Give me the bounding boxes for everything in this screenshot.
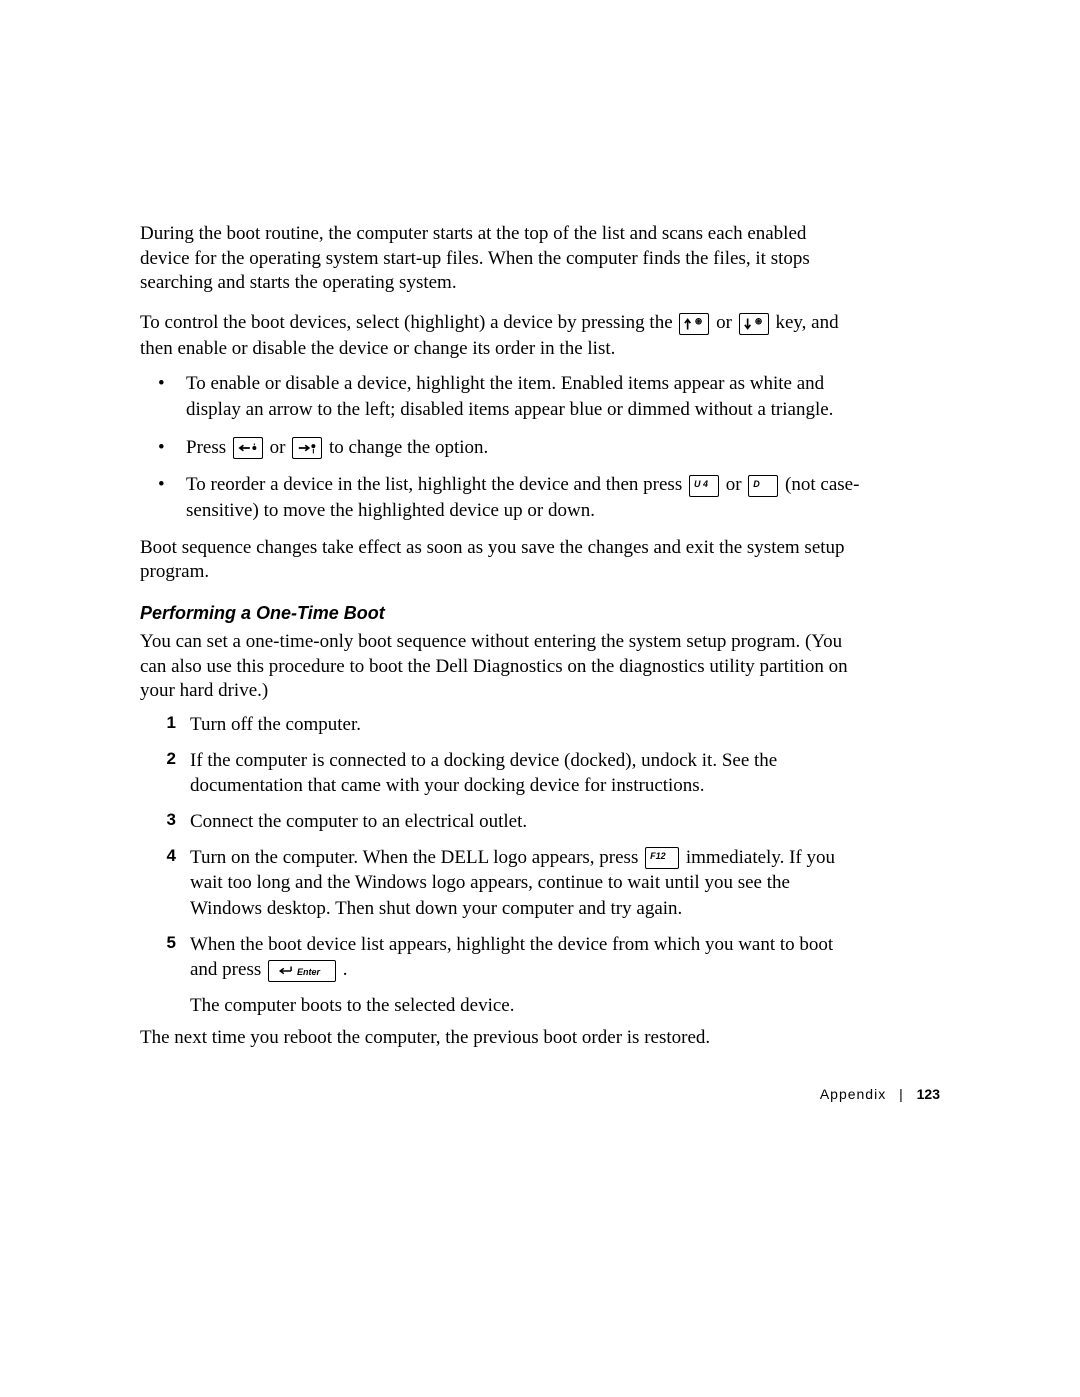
text-fragment: Press	[186, 437, 231, 458]
bullet-text: To enable or disable a device, highlight…	[186, 371, 860, 422]
text-fragment: To reorder a device in the list, highlig…	[186, 474, 687, 495]
step-number: 1	[158, 712, 176, 738]
bullet-marker: •	[158, 472, 168, 523]
step-number: 5	[158, 932, 176, 983]
step-text: Turn off the computer.	[190, 712, 860, 738]
footer-section: Appendix	[820, 1086, 886, 1102]
page-content: During the boot routine, the computer st…	[140, 222, 860, 1065]
bullet-item: • Press or to change the option.	[158, 435, 860, 461]
left-arrow-key	[233, 437, 263, 459]
text-fragment: .	[343, 959, 348, 980]
page-footer: Appendix | 123	[820, 1086, 940, 1102]
key-label: F12	[650, 850, 666, 862]
up-arrow-key	[679, 313, 709, 335]
step-item: 2 If the computer is connected to a dock…	[158, 748, 860, 799]
step-number: 2	[158, 748, 176, 799]
paragraph: The next time you reboot the computer, t…	[140, 1026, 860, 1051]
section-heading: Performing a One-Time Boot	[140, 603, 860, 624]
step-text: When the boot device list appears, highl…	[190, 932, 860, 983]
key-label: D	[753, 478, 760, 490]
u-key: U 4	[689, 475, 719, 497]
text-fragment: Turn on the computer. When the DELL logo…	[190, 847, 643, 868]
paragraph: Boot sequence changes take effect as soo…	[140, 536, 860, 585]
bullet-marker: •	[158, 371, 168, 422]
step-text: Turn on the computer. When the DELL logo…	[190, 845, 860, 922]
step-text: Connect the computer to an electrical ou…	[190, 809, 860, 835]
text-fragment: To control the boot devices, select (hig…	[140, 312, 677, 333]
step-item: 4 Turn on the computer. When the DELL lo…	[158, 845, 860, 922]
right-arrow-key	[292, 437, 322, 459]
page-number: 123	[917, 1086, 940, 1102]
text-fragment: or	[726, 474, 747, 495]
bullet-marker: •	[158, 435, 168, 461]
step-item: 3 Connect the computer to an electrical …	[158, 809, 860, 835]
footer-separator: |	[899, 1086, 904, 1102]
bullet-text: To reorder a device in the list, highlig…	[186, 472, 860, 523]
down-arrow-key	[739, 313, 769, 335]
numbered-list: 1 Turn off the computer. 2 If the comput…	[140, 712, 860, 983]
bullet-list: • To enable or disable a device, highlig…	[158, 371, 860, 523]
bullet-item: • To reorder a device in the list, highl…	[158, 472, 860, 523]
text-fragment: or	[716, 312, 737, 333]
d-key: D	[748, 475, 778, 497]
step-number: 3	[158, 809, 176, 835]
step-number: 4	[158, 845, 176, 922]
step-item: 1 Turn off the computer.	[158, 712, 860, 738]
text-fragment: or	[270, 437, 291, 458]
text-fragment: to change the option.	[329, 437, 488, 458]
f12-key: F12	[645, 847, 679, 869]
key-label: Enter	[297, 966, 320, 978]
paragraph: During the boot routine, the computer st…	[140, 222, 860, 296]
paragraph: You can set a one-time-only boot sequenc…	[140, 630, 860, 704]
step-text: If the computer is connected to a dockin…	[190, 748, 860, 799]
step-item: 5 When the boot device list appears, hig…	[158, 932, 860, 983]
enter-key: Enter	[268, 960, 336, 982]
paragraph: To control the boot devices, select (hig…	[140, 310, 860, 361]
paragraph: The computer boots to the selected devic…	[190, 993, 860, 1019]
bullet-text: Press or to change the option.	[186, 435, 860, 461]
key-label: U 4	[694, 478, 708, 490]
bullet-item: • To enable or disable a device, highlig…	[158, 371, 860, 422]
